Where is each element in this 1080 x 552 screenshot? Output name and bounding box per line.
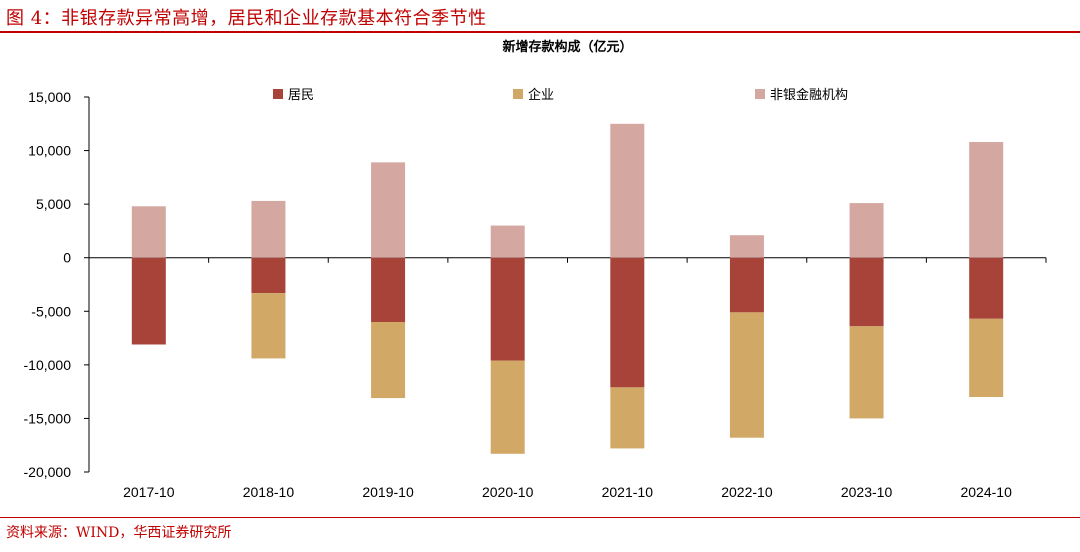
x-category-label: 2022-10 [721, 484, 773, 500]
bar-企业-2022-10 [729, 312, 764, 438]
bar-居民-2023-10 [849, 257, 884, 327]
x-category-label: 2023-10 [841, 484, 893, 500]
x-category-label: 2017-10 [123, 484, 175, 500]
bar-非银金融机构-2020-10 [490, 225, 525, 258]
bar-居民-2018-10 [251, 257, 286, 294]
legend-swatch [513, 89, 523, 99]
bar-企业-2021-10 [610, 387, 645, 449]
bar-居民-2021-10 [610, 257, 645, 388]
chart-axes: 15,000 10,000 5,000 0 -5,000 -10,000 -15,000 -2… [24, 89, 1047, 500]
x-category-label: 2024-10 [960, 484, 1012, 500]
y-tick-label: -5,000 [31, 303, 71, 319]
y-tick-label: -20,000 [24, 464, 72, 480]
y-tick-label: 0 [63, 250, 71, 266]
legend-swatch [755, 89, 765, 99]
bar-非银金融机构-2021-10 [610, 123, 645, 258]
bar-非银金融机构-2018-10 [251, 200, 286, 258]
x-category-label: 2019-10 [362, 484, 414, 500]
bar-非银金融机构-2023-10 [849, 203, 884, 258]
legend-swatch [273, 89, 283, 99]
legend-label: 企业 [528, 87, 554, 103]
bar-企业-2020-10 [490, 360, 525, 454]
y-tick-label: -15,000 [24, 410, 72, 426]
legend-label: 居民 [288, 88, 314, 103]
bar-居民-2019-10 [371, 257, 406, 322]
figure-title: 图 4：非银存款异常高增，居民和企业存款基本符合季节性 [6, 8, 487, 29]
bar-居民-2017-10 [131, 257, 166, 345]
bar-企业-2023-10 [849, 326, 884, 419]
bar-企业-2018-10 [251, 293, 286, 359]
bar-非银金融机构-2019-10 [371, 162, 406, 258]
y-tick-label: 5,000 [36, 196, 71, 212]
chart-bars [131, 123, 1004, 454]
y-tick-label: 15,000 [28, 89, 71, 105]
source-note: 资料来源：WIND，华西证券研究所 [6, 525, 232, 541]
legend-label: 非银金融机构 [770, 87, 848, 103]
bar-居民-2024-10 [969, 257, 1004, 319]
bar-非银金融机构-2024-10 [969, 142, 1004, 258]
x-category-label: 2021-10 [602, 484, 654, 500]
y-tick-label: 10,000 [28, 143, 71, 159]
bar-居民-2020-10 [490, 257, 525, 361]
top-divider [0, 31, 1080, 33]
bar-企业-2024-10 [969, 318, 1004, 397]
chart-title: 新增存款构成（亿元） [502, 39, 632, 55]
x-category-label: 2020-10 [482, 484, 534, 500]
bottom-divider [0, 517, 1080, 518]
bar-非银金融机构-2022-10 [729, 235, 764, 258]
chart-legend: 居民 企业 非银金融机构 [273, 87, 848, 103]
x-category-label: 2018-10 [243, 484, 295, 500]
chart: 新增存款构成（亿元） 居民 企业 非银金融机构 15,000 10,000 5,000 0… [24, 39, 1047, 500]
bar-非银金融机构-2017-10 [131, 206, 166, 258]
y-tick-label: -10,000 [24, 357, 72, 373]
bar-企业-2019-10 [371, 322, 406, 399]
bar-居民-2022-10 [729, 257, 764, 313]
